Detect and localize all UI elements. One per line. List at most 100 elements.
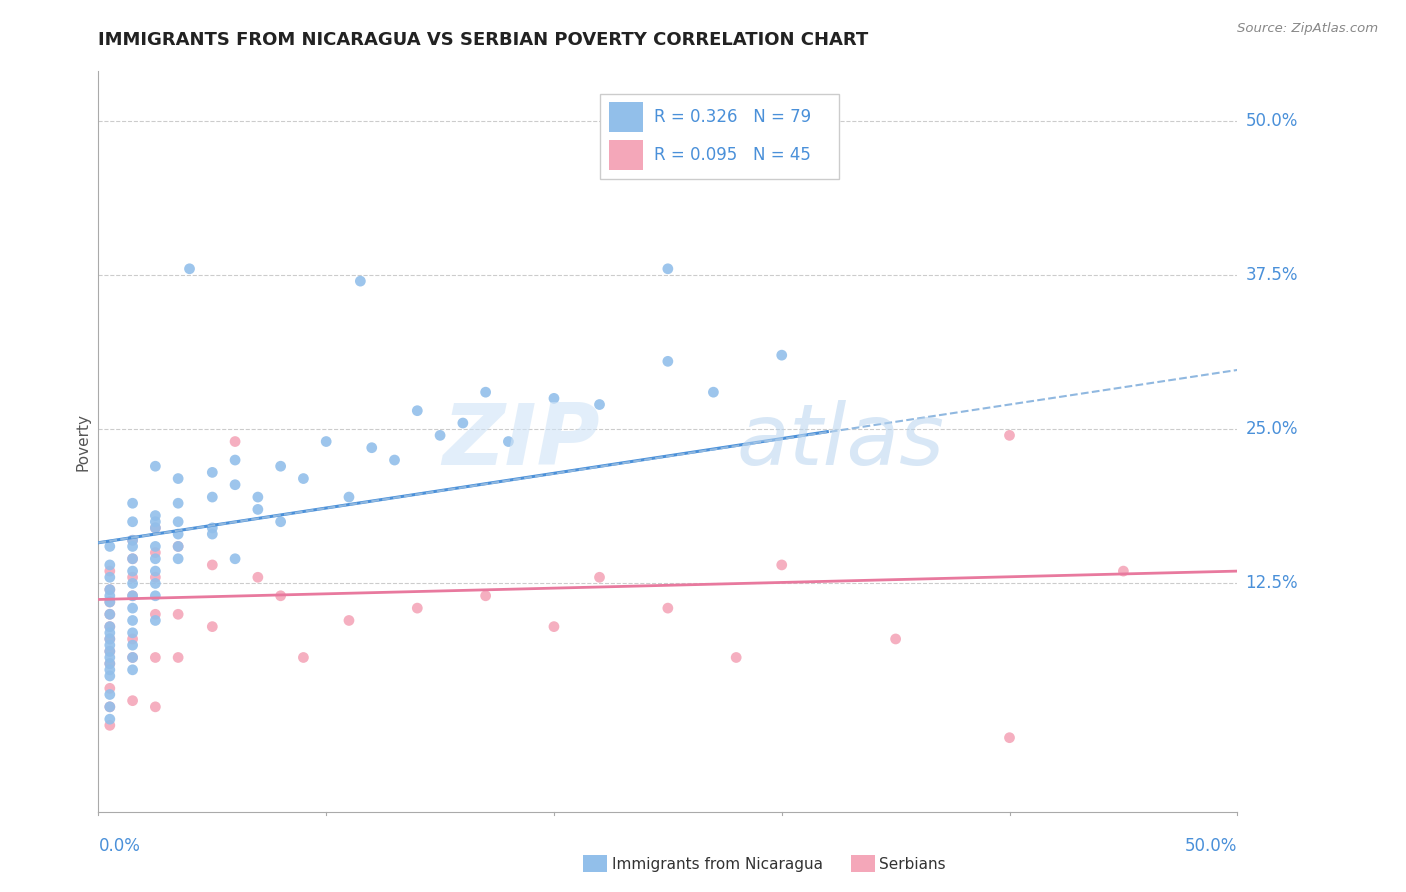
Point [270, 515, 292, 529]
Point [121, 694, 143, 708]
Text: R = 0.326   N = 79: R = 0.326 N = 79 [654, 108, 811, 127]
Point [201, 490, 224, 504]
Point [167, 472, 190, 486]
Point [145, 540, 167, 554]
Point [270, 589, 292, 603]
Point [451, 416, 474, 430]
Point [657, 601, 679, 615]
Point [167, 607, 190, 622]
Point [384, 453, 406, 467]
Point [145, 614, 167, 628]
Point [1112, 564, 1135, 578]
Point [337, 490, 360, 504]
Point [588, 570, 610, 584]
Point [121, 570, 143, 584]
Point [246, 490, 269, 504]
Text: 37.5%: 37.5% [1246, 266, 1298, 284]
FancyBboxPatch shape [599, 94, 839, 178]
Point [98, 644, 121, 658]
Point [292, 650, 315, 665]
Point [406, 601, 429, 615]
Point [98, 540, 121, 554]
Point [121, 540, 143, 554]
Point [98, 607, 121, 622]
Point [349, 274, 371, 288]
Point [179, 261, 201, 276]
Point [98, 564, 121, 578]
Text: Serbians: Serbians [879, 857, 945, 871]
Point [98, 718, 121, 732]
Point [498, 434, 520, 449]
Point [167, 551, 190, 566]
Point [121, 496, 143, 510]
Point [98, 595, 121, 609]
Point [246, 502, 269, 516]
Point [657, 354, 679, 368]
Point [145, 607, 167, 622]
Point [167, 540, 190, 554]
Point [360, 441, 382, 455]
Point [98, 650, 121, 665]
Point [201, 527, 224, 541]
Text: Source: ZipAtlas.com: Source: ZipAtlas.com [1237, 22, 1378, 36]
Point [98, 570, 121, 584]
Point [224, 477, 246, 491]
Point [406, 403, 429, 417]
Point [246, 570, 269, 584]
Point [121, 601, 143, 615]
Point [201, 558, 224, 572]
Point [145, 570, 167, 584]
Point [98, 589, 121, 603]
Point [201, 620, 224, 634]
Point [98, 607, 121, 622]
Point [98, 681, 121, 696]
Point [98, 657, 121, 671]
Text: R = 0.095   N = 45: R = 0.095 N = 45 [654, 146, 811, 164]
Text: atlas: atlas [737, 400, 945, 483]
Text: 25.0%: 25.0% [1246, 420, 1298, 438]
Point [145, 508, 167, 523]
Point [98, 688, 121, 702]
Point [145, 521, 167, 535]
Point [770, 348, 793, 362]
Point [121, 551, 143, 566]
Point [121, 589, 143, 603]
Point [98, 657, 121, 671]
Point [98, 582, 121, 597]
Point [121, 533, 143, 548]
Point [224, 453, 246, 467]
Text: 50.0%: 50.0% [1246, 112, 1298, 129]
Point [998, 731, 1021, 745]
Point [167, 527, 190, 541]
Point [121, 589, 143, 603]
Point [224, 551, 246, 566]
Bar [609, 140, 643, 169]
Point [121, 533, 143, 548]
Point [145, 515, 167, 529]
Point [292, 472, 315, 486]
Point [201, 521, 224, 535]
Point [121, 632, 143, 646]
Point [121, 650, 143, 665]
Point [98, 663, 121, 677]
Point [121, 515, 143, 529]
Point [145, 521, 167, 535]
Text: ZIP: ZIP [441, 400, 599, 483]
Point [145, 459, 167, 474]
Point [98, 632, 121, 646]
Point [167, 496, 190, 510]
Point [167, 650, 190, 665]
Point [98, 620, 121, 634]
Point [98, 625, 121, 640]
Point [543, 392, 565, 406]
Point [98, 644, 121, 658]
Point [474, 385, 496, 400]
Point [167, 515, 190, 529]
Point [145, 564, 167, 578]
Point [98, 558, 121, 572]
Text: 12.5%: 12.5% [1246, 574, 1298, 592]
Point [270, 459, 292, 474]
Point [770, 558, 793, 572]
Point [201, 466, 224, 480]
Y-axis label: Poverty: Poverty [75, 412, 90, 471]
